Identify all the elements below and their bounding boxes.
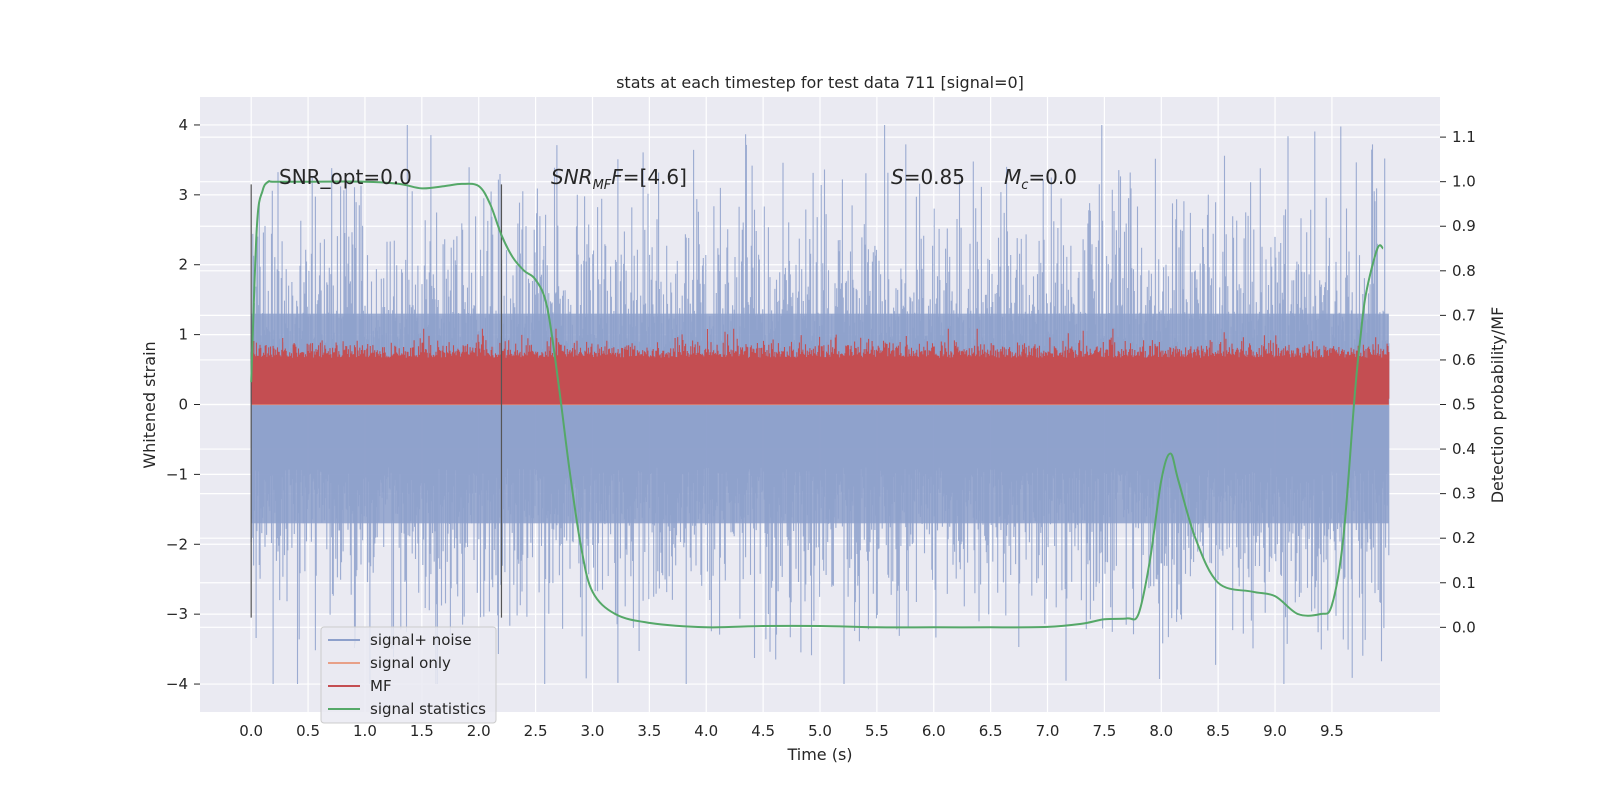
annotation-snr-mf-value: =[4.6] — [623, 165, 687, 189]
x-tick-label: 9.0 — [1263, 722, 1287, 740]
y-tick-label: 2 — [178, 256, 188, 274]
annotation-s: S=0.85 — [891, 165, 965, 189]
marker-lines — [250, 184, 503, 618]
y-axis-right: 1.1 1.0 0.9 0.8 0.7 0.6 0.5 0.4 0.3 0.2 0.1 0.0 — [1440, 128, 1476, 636]
x-tick-label: 2.5 — [524, 722, 548, 740]
y-tick-label: 3 — [178, 186, 188, 204]
x-tick-label: 1.5 — [410, 722, 434, 740]
y-tick-label: −2 — [166, 535, 188, 553]
annotation-snr-mf-sub: MF — [593, 178, 612, 193]
x-tick-label: 7.5 — [1092, 722, 1116, 740]
legend-label-mf: MF — [370, 677, 392, 695]
annotation-snr-mf-f: F — [611, 165, 623, 189]
y2-tick-label: 0.7 — [1452, 306, 1476, 324]
y-tick-label: −1 — [166, 465, 188, 483]
x-tick-label: 2.0 — [467, 722, 491, 740]
legend-box — [320, 626, 497, 724]
y2-tick-label: 0.1 — [1452, 574, 1476, 592]
y-tick-label: −4 — [166, 675, 188, 693]
annotation-mc-sub: c — [1021, 178, 1028, 193]
y2-tick-label: 0.3 — [1452, 485, 1476, 503]
x-tick-label: 3.5 — [637, 722, 661, 740]
signal-statistics-line — [250, 180, 1385, 629]
y-tick-label: −3 — [166, 605, 188, 623]
y2-tick-label: 0.4 — [1452, 440, 1476, 458]
legend-label-signal-noise: signal+ noise — [370, 631, 472, 649]
y2-tick-label: 0.6 — [1452, 351, 1476, 369]
legend-label-signal-statistics: signal statistics — [370, 700, 486, 718]
chart-title: stats at each timestep for test data 711… — [616, 73, 1024, 92]
series-mf — [250, 328, 1390, 405]
x-tick-label: 4.5 — [751, 722, 775, 740]
x-tick-label: 6.0 — [922, 722, 946, 740]
x-axis: 0.0 0.5 1.0 1.5 2.0 2.5 3.0 3.5 4.0 4.5 5.0 5.5 6.0 6… — [239, 722, 1344, 740]
x-tick-label: 8.5 — [1206, 722, 1230, 740]
x-tick-label: 6.5 — [979, 722, 1003, 740]
y2-tick-label: 1.0 — [1452, 173, 1476, 191]
annotation-mc: Mc=0.0 — [1004, 165, 1077, 193]
x-axis-label: Time (s) — [786, 745, 852, 764]
y-tick-label: 4 — [178, 116, 188, 134]
y2-tick-label: 0.2 — [1452, 529, 1476, 547]
y-tick-label: 1 — [178, 326, 188, 344]
y-tick-label: 0 — [178, 396, 188, 414]
y2-tick-label: 0.8 — [1452, 262, 1476, 280]
x-tick-label: 0.5 — [296, 722, 320, 740]
annotation-mc-main: M — [1004, 165, 1021, 189]
x-tick-label: 1.0 — [353, 722, 377, 740]
x-tick-label: 5.0 — [808, 722, 832, 740]
x-tick-label: 0.0 — [239, 722, 263, 740]
x-tick-label: 8.0 — [1149, 722, 1173, 740]
annotation-mc-value: =0.0 — [1028, 165, 1077, 189]
x-tick-label: 7.0 — [1036, 722, 1060, 740]
y2-tick-label: 0.9 — [1452, 217, 1476, 235]
series-signal-statistics — [250, 180, 1385, 629]
mf-core — [251, 364, 1389, 405]
legend-label-signal-only: signal only — [370, 654, 451, 672]
y-axis-label: Whitened strain — [140, 341, 159, 468]
y2-tick-label: 0.0 — [1452, 618, 1476, 636]
legend: signal+ noise signal only MF signal stat… — [320, 626, 497, 724]
x-tick-label: 5.5 — [865, 722, 889, 740]
y-axis-left: 4 3 2 1 0 −1 −2 −3 −4 — [166, 116, 200, 693]
annotation-snr-opt: SNR_opt=0.0 — [279, 165, 412, 189]
x-tick-label: 4.0 — [694, 722, 718, 740]
annotation-snr-mf-main: SNR — [551, 165, 593, 189]
x-tick-label: 9.5 — [1320, 722, 1344, 740]
annotation-snr-mf: SNRMFF=[4.6] — [551, 165, 687, 193]
x-tick-label: 3.0 — [581, 722, 605, 740]
y2-tick-label: 1.1 — [1452, 128, 1476, 146]
y2-tick-label: 0.5 — [1452, 396, 1476, 414]
annotation-s-value: =0.85 — [904, 165, 965, 189]
annotation-s-main: S — [891, 165, 904, 189]
y2-axis-label: Detection probability/MF — [1488, 307, 1507, 504]
